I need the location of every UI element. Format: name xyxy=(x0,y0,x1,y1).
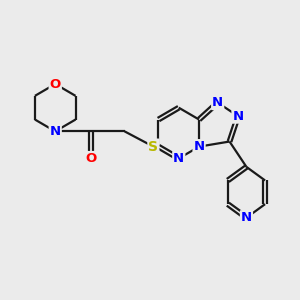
Text: N: N xyxy=(241,211,252,224)
Text: S: S xyxy=(148,140,158,154)
Text: O: O xyxy=(85,152,96,165)
Text: N: N xyxy=(212,96,223,109)
Text: N: N xyxy=(232,110,244,123)
Text: N: N xyxy=(50,125,61,138)
Text: N: N xyxy=(194,140,205,153)
Text: N: N xyxy=(173,152,184,165)
Text: O: O xyxy=(50,77,61,91)
